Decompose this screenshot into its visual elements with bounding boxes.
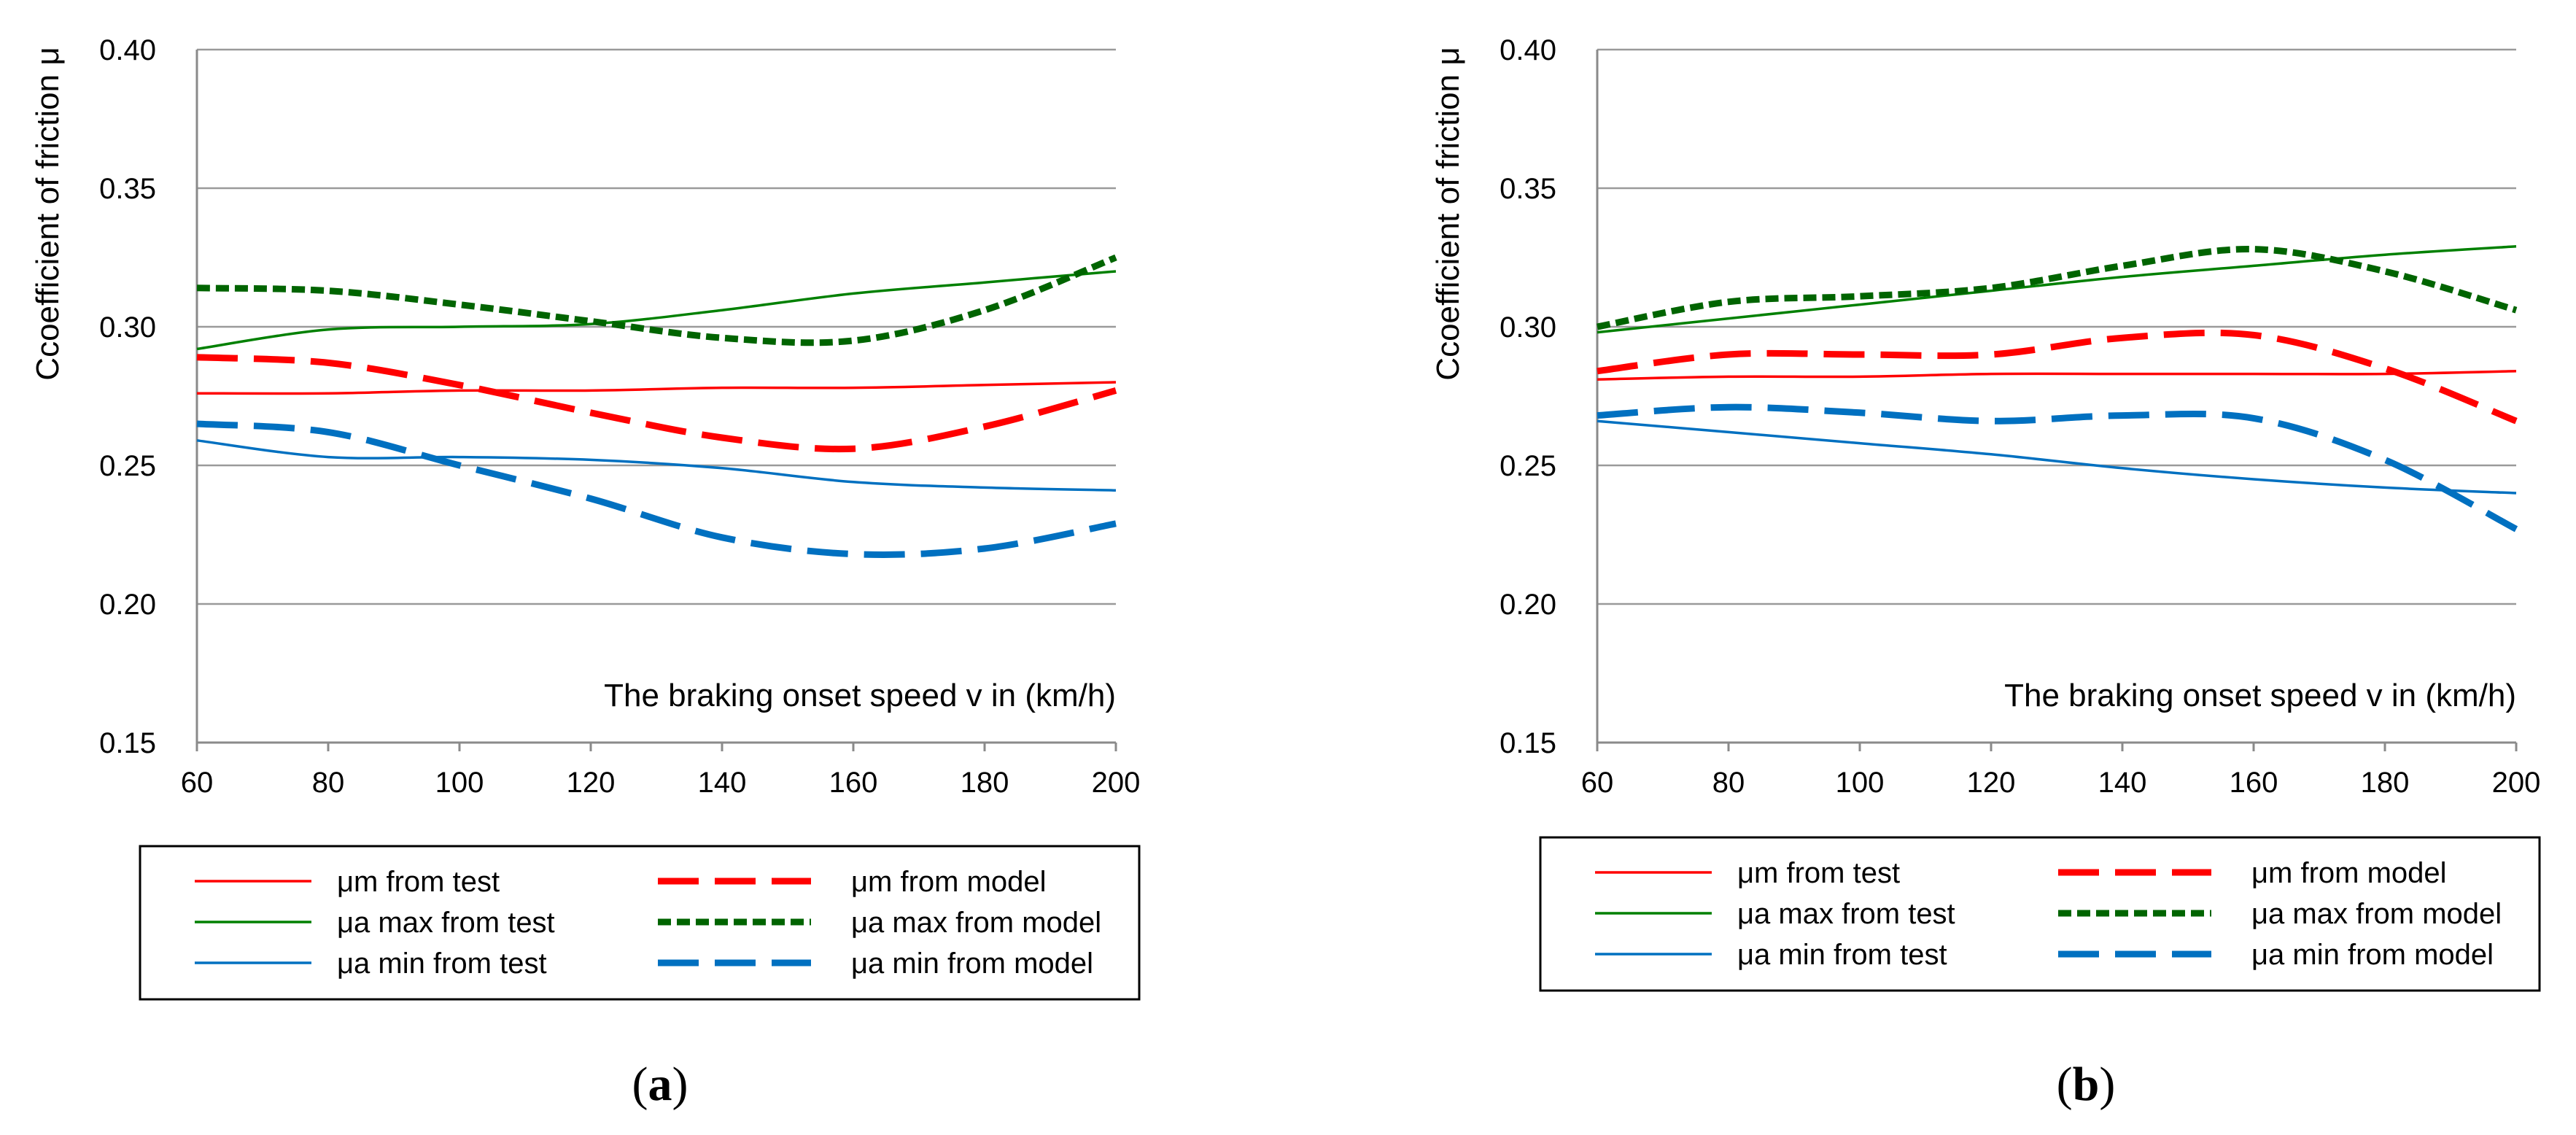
x-tick-label: 180	[2361, 767, 2410, 799]
legend-label: μa min from model	[2251, 939, 2494, 971]
y-tick-label: 0.20	[1500, 589, 1556, 621]
y-tick-label: 0.35	[1500, 173, 1556, 205]
caption-paren: (	[2057, 1058, 2073, 1111]
panel-caption: (a)	[632, 1058, 688, 1111]
caption-paren: )	[2099, 1058, 2115, 1111]
y-tick-label: 0.40	[99, 34, 156, 66]
legend-label: μa max from test	[337, 907, 555, 939]
legend-label: μa min from model	[851, 948, 1093, 980]
legend-label: μa max from model	[851, 907, 1101, 939]
y-tick-label: 0.25	[99, 450, 156, 482]
y-tick-label: 0.25	[1500, 450, 1556, 482]
series-line--a-min-from-test	[196, 439, 1117, 492]
series-line--m-from-test	[1597, 370, 2517, 381]
legend-label: μa max from model	[2251, 898, 2502, 930]
series-line--a-min-from-model	[1597, 403, 2518, 532]
x-tick-label: 160	[829, 767, 878, 799]
x-tick-label: 60	[1581, 767, 1614, 799]
series-line--a-max-from-test	[1597, 245, 2517, 334]
y-tick-label: 0.15	[1500, 727, 1556, 759]
x-tick-label: 80	[312, 767, 345, 799]
caption-paren: )	[672, 1058, 688, 1111]
x-tick-label: 200	[2492, 767, 2541, 799]
x-tick-label: 120	[567, 767, 616, 799]
x-tick-label: 100	[1836, 767, 1885, 799]
caption-paren: (	[632, 1058, 648, 1111]
y-tick-label: 0.15	[99, 727, 156, 759]
series-line--m-from-test	[196, 381, 1117, 395]
series-line--a-min-from-model	[196, 420, 1117, 558]
x-tick-label: 140	[698, 767, 747, 799]
caption-letter: a	[648, 1058, 672, 1111]
series-line--a-max-from-model	[1597, 246, 2518, 330]
x-tick-label: 80	[1712, 767, 1745, 799]
series-line--a-max-from-model	[196, 254, 1117, 346]
y-tick-label: 0.35	[99, 173, 156, 205]
x-tick-label: 60	[181, 767, 214, 799]
legend-label: μa max from test	[1737, 898, 1955, 930]
legend-label: μm from test	[337, 866, 500, 898]
x-tick-label: 160	[2230, 767, 2278, 799]
x-tick-label: 180	[961, 767, 1009, 799]
panel-caption: (b)	[2057, 1058, 2116, 1111]
y-tick-label: 0.40	[1500, 34, 1556, 66]
x-tick-label: 100	[435, 767, 484, 799]
x-tick-label: 120	[1967, 767, 2016, 799]
chart-panel-b: 0.15 0.20 0.25 0.30 0.35 0.40 60 80 100 120 140 160…	[1430, 34, 2541, 1111]
y-axis-title: Ccoefficient of friction μ	[1430, 47, 1466, 380]
x-axis-title: The braking onset speed v in (km/h)	[604, 678, 1116, 713]
series-line--m-from-model	[196, 354, 1117, 453]
chart-panel-a: 0.15 0.20 0.25 0.30 0.35 0.40 60 80 100 120 140 160…	[30, 34, 1141, 1111]
x-axis-title: The braking onset speed v in (km/h)	[2004, 678, 2516, 713]
legend-label: μa min from test	[337, 948, 547, 980]
legend-label: μm from model	[2251, 857, 2447, 889]
y-tick-label: 0.20	[99, 589, 156, 621]
x-tick-label: 140	[2098, 767, 2147, 799]
legend-label: μm from test	[1737, 857, 1900, 889]
series-line--m-from-model	[1597, 329, 2518, 425]
series-line--a-max-from-test	[196, 270, 1117, 351]
series-line--a-min-from-test	[1597, 419, 2517, 495]
caption-letter: b	[2073, 1058, 2100, 1111]
legend-label: μm from model	[851, 866, 1047, 898]
legend-label: μa min from test	[1737, 939, 1947, 971]
y-tick-label: 0.30	[99, 311, 156, 344]
y-axis-title: Ccoefficient of friction μ	[30, 47, 66, 380]
y-tick-label: 0.30	[1500, 311, 1556, 344]
x-tick-label: 200	[1092, 767, 1141, 799]
